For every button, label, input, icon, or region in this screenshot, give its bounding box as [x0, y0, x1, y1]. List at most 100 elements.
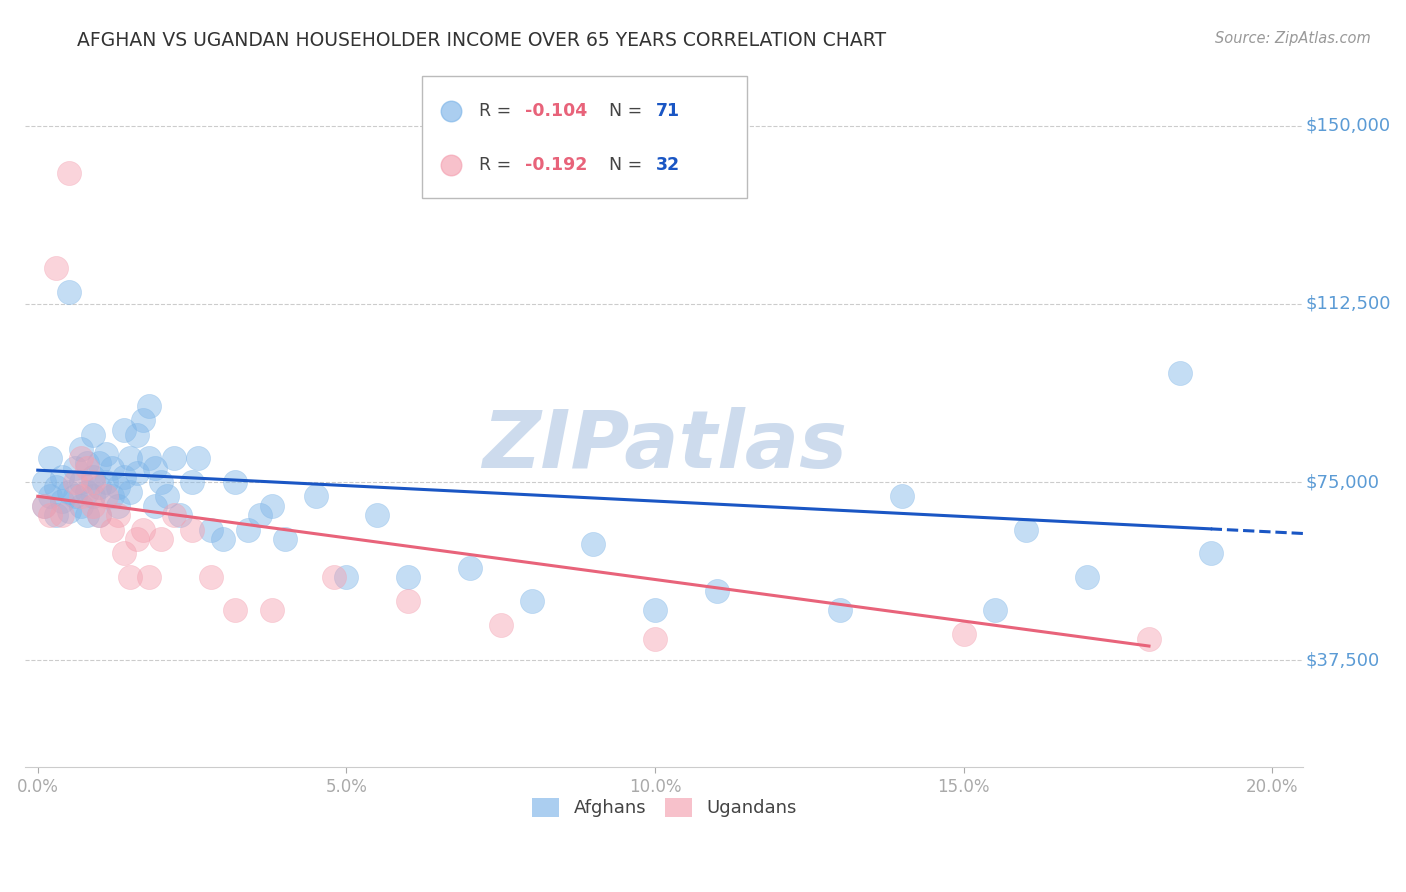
Point	[273, 532, 295, 546]
Point	[249, 508, 271, 523]
Point	[262, 499, 284, 513]
Point	[39, 451, 62, 466]
Point	[1168, 366, 1191, 380]
Point	[32, 499, 55, 513]
Point	[82, 470, 104, 484]
Point	[520, 594, 543, 608]
Point	[63, 475, 86, 489]
Point	[51, 494, 73, 508]
Point	[39, 489, 62, 503]
Point	[70, 499, 93, 513]
Point	[45, 480, 67, 494]
Point	[107, 499, 129, 513]
Point	[76, 484, 98, 499]
Point	[58, 503, 80, 517]
Point	[89, 456, 111, 470]
Legend: Afghans, Ugandans: Afghans, Ugandans	[524, 791, 804, 824]
Point	[952, 627, 974, 641]
Point	[138, 399, 160, 413]
Text: 32: 32	[655, 156, 679, 175]
Point	[120, 484, 142, 499]
Point	[143, 499, 166, 513]
Point	[1076, 570, 1098, 584]
Point	[162, 451, 184, 466]
Point	[32, 475, 55, 489]
Point	[830, 603, 852, 617]
Point	[131, 523, 153, 537]
Text: N =: N =	[598, 156, 648, 175]
Point	[82, 489, 104, 503]
Point	[169, 508, 191, 523]
Point	[891, 489, 914, 503]
Point	[89, 480, 111, 494]
Point	[181, 523, 204, 537]
Point	[101, 523, 124, 537]
Point	[45, 508, 67, 523]
Point	[76, 508, 98, 523]
Point	[323, 570, 346, 584]
Point	[58, 484, 80, 499]
Point	[224, 475, 246, 489]
Point	[70, 489, 93, 503]
Point	[94, 446, 117, 460]
Point	[983, 603, 1005, 617]
Point	[582, 537, 605, 551]
Text: N =: N =	[598, 103, 648, 120]
Point	[125, 427, 148, 442]
Point	[120, 451, 142, 466]
Point	[150, 532, 173, 546]
Point	[489, 617, 512, 632]
Point	[94, 475, 117, 489]
Point	[458, 560, 481, 574]
Point	[70, 475, 93, 489]
Point	[644, 603, 666, 617]
Point	[112, 423, 135, 437]
Point	[150, 475, 173, 489]
Point	[107, 508, 129, 523]
Point	[1014, 523, 1036, 537]
Text: R =: R =	[479, 103, 517, 120]
Point	[200, 523, 222, 537]
Point	[112, 470, 135, 484]
Point	[236, 523, 259, 537]
Point	[51, 470, 73, 484]
Point	[335, 570, 357, 584]
Point	[70, 451, 93, 466]
Point	[89, 508, 111, 523]
Text: $150,000: $150,000	[1306, 117, 1391, 135]
Text: R =: R =	[479, 156, 517, 175]
Point	[32, 499, 55, 513]
Text: $112,500: $112,500	[1306, 295, 1392, 313]
Text: $37,500: $37,500	[1306, 651, 1381, 669]
Point	[70, 442, 93, 456]
Point	[112, 546, 135, 560]
Point	[304, 489, 326, 503]
Point	[200, 570, 222, 584]
Text: -0.192: -0.192	[524, 156, 588, 175]
Point	[101, 460, 124, 475]
Point	[706, 584, 728, 599]
Point	[396, 594, 419, 608]
FancyBboxPatch shape	[422, 76, 748, 198]
Point	[82, 499, 104, 513]
Point	[262, 603, 284, 617]
Point	[366, 508, 388, 523]
Point	[45, 261, 67, 276]
Point	[224, 603, 246, 617]
Point	[162, 508, 184, 523]
Point	[143, 460, 166, 475]
Point	[125, 532, 148, 546]
Point	[94, 489, 117, 503]
Point	[181, 475, 204, 489]
Point	[1137, 632, 1160, 646]
Point	[138, 451, 160, 466]
Point	[131, 413, 153, 427]
Point	[82, 475, 104, 489]
Point	[76, 460, 98, 475]
Text: ZIPatlas: ZIPatlas	[482, 407, 846, 485]
Text: $75,000: $75,000	[1306, 473, 1379, 491]
Point	[58, 166, 80, 180]
Text: 71: 71	[655, 103, 679, 120]
Point	[51, 508, 73, 523]
Point	[101, 489, 124, 503]
